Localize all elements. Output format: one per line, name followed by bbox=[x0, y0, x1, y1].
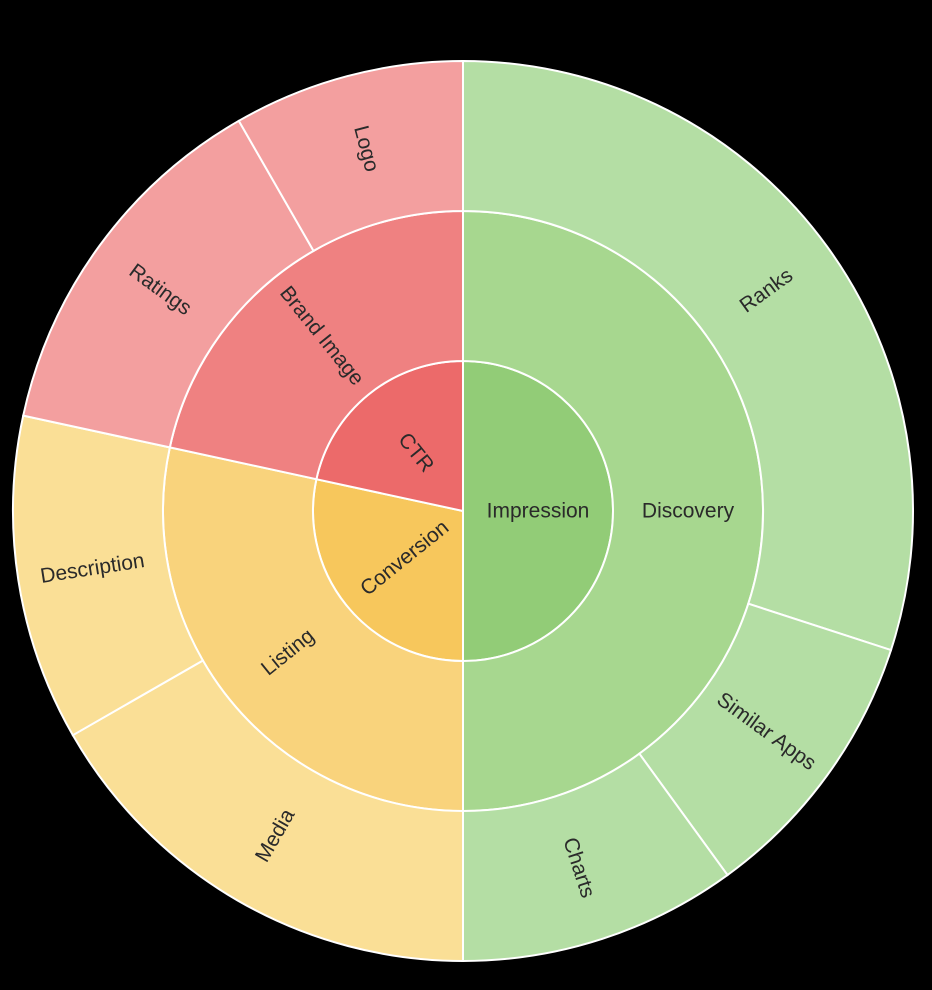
label-impression: Impression bbox=[487, 500, 590, 523]
segment-media[interactable] bbox=[71, 659, 464, 963]
label-discovery: Discovery bbox=[642, 500, 735, 523]
segment-logo[interactable] bbox=[237, 59, 464, 253]
segment-ranks[interactable] bbox=[462, 59, 914, 652]
sunburst-wedges bbox=[12, 59, 914, 963]
